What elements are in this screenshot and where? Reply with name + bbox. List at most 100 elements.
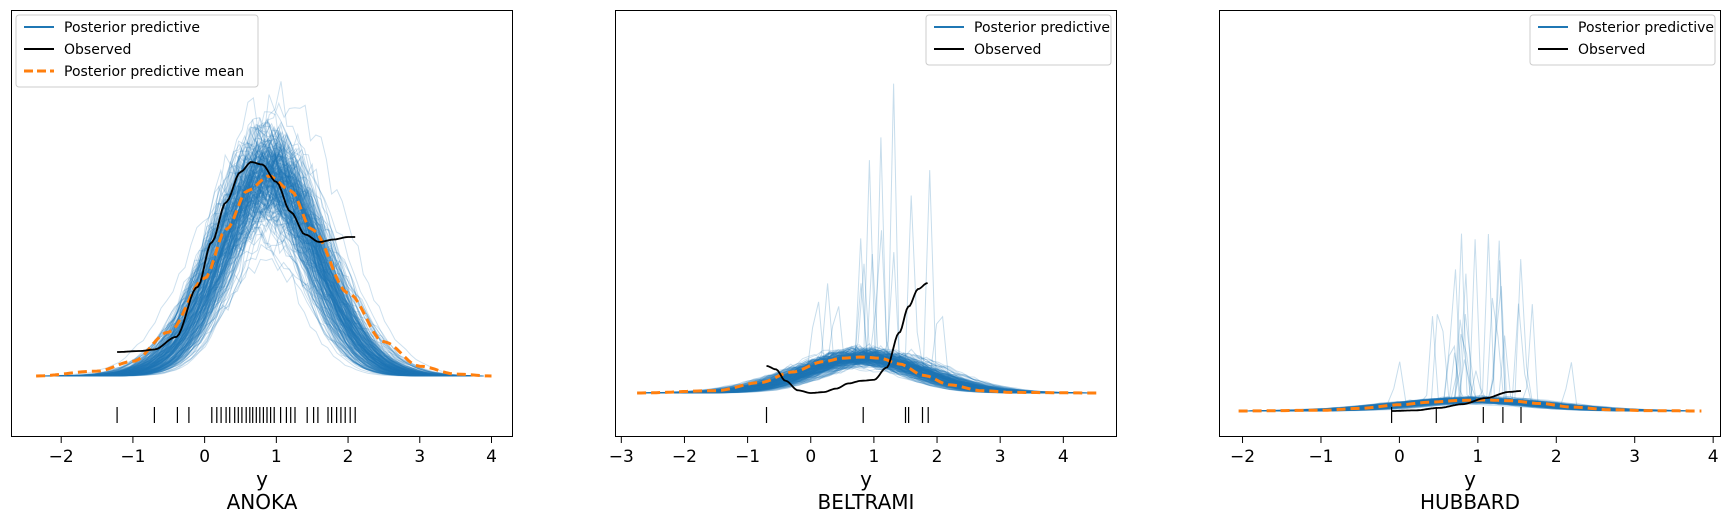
- posterior-predictive-line: [72, 117, 448, 377]
- x-tick-label: 0: [1394, 447, 1405, 467]
- posterior-predictive-line: [50, 145, 448, 377]
- posterior-predictive-line: [75, 185, 468, 377]
- posterior-predictive-line: [67, 171, 443, 377]
- posterior-predictive-line: [61, 153, 447, 377]
- posterior-predictive-line: [38, 182, 455, 377]
- posterior-predictive-line: [51, 195, 458, 377]
- posterior-predictive-line: [650, 354, 1072, 394]
- posterior-predictive-line: [52, 170, 451, 377]
- posterior-predictive-line: [666, 353, 1083, 394]
- posterior-predictive-line: [644, 348, 1092, 394]
- posterior-predictive-line: [649, 348, 1090, 394]
- posterior-predictive-line: [72, 140, 459, 377]
- posterior-predictive-line: [663, 348, 1082, 394]
- posterior-predictive-line: [75, 227, 447, 377]
- posterior-predictive-line: [47, 189, 471, 377]
- x-tick-label: 2: [343, 447, 354, 467]
- posterior-predictive-line: [47, 130, 453, 377]
- posterior-predictive-line: [1253, 395, 1659, 412]
- posterior-predictive-line: [59, 130, 454, 377]
- x-tick-label: −2: [672, 447, 697, 467]
- posterior-predictive-line: [657, 357, 1058, 394]
- posterior-predictive-line: [1265, 401, 1668, 412]
- posterior-predictive-line: [70, 171, 481, 377]
- posterior-predictive-draws: [1246, 233, 1690, 412]
- posterior-predictive-line: [78, 164, 482, 377]
- posterior-predictive-line: [50, 149, 473, 377]
- posterior-predictive-line: [1273, 398, 1647, 411]
- posterior-predictive-line: [44, 153, 460, 377]
- posterior-predictive-line: [77, 183, 474, 377]
- posterior-predictive-line: [637, 349, 1091, 394]
- posterior-predictive-line: [50, 199, 458, 377]
- posterior-predictive-line: [74, 191, 482, 377]
- posterior-predictive-line: [57, 151, 449, 377]
- posterior-predictive-line: [60, 168, 465, 377]
- posterior-predictive-line: [70, 160, 468, 377]
- posterior-predictive-line: [68, 208, 443, 377]
- posterior-predictive-line: [67, 122, 444, 377]
- posterior-predictive-line: [70, 139, 448, 377]
- posterior-predictive-line: [67, 148, 458, 377]
- x-tick-label: 3: [995, 447, 1006, 467]
- posterior-predictive-line: [650, 353, 1088, 394]
- posterior-predictive-line: [45, 145, 479, 377]
- posterior-predictive-line: [62, 178, 455, 377]
- posterior-predictive-line: [38, 175, 485, 377]
- posterior-predictive-line: [646, 351, 1068, 394]
- x-tick-label: 2: [1551, 447, 1562, 467]
- x-tick-label: 3: [1629, 447, 1640, 467]
- posterior-predictive-line: [68, 150, 459, 377]
- x-axis-label: y: [256, 467, 268, 491]
- posterior-predictive-line: [1270, 233, 1653, 412]
- posterior-predictive-line: [646, 351, 1087, 394]
- posterior-predictive-line: [38, 193, 464, 377]
- posterior-predictive-line: [66, 200, 443, 377]
- x-axis-label: y: [1464, 467, 1476, 491]
- posterior-predictive-line: [662, 238, 1060, 394]
- posterior-predictive-line: [651, 349, 1083, 394]
- posterior-predictive-line: [59, 164, 447, 377]
- posterior-predictive-line: [41, 146, 482, 377]
- posterior-predictive-line: [671, 353, 1068, 394]
- posterior-predictive-line: [41, 154, 460, 377]
- panel-title: HUBBARD: [1420, 490, 1520, 514]
- posterior-predictive-mean-line: [36, 174, 492, 378]
- posterior-predictive-draws: [36, 81, 485, 377]
- posterior-predictive-line: [58, 176, 457, 377]
- posterior-predictive-line: [42, 150, 451, 377]
- posterior-predictive-line: [61, 179, 482, 377]
- posterior-predictive-line: [42, 172, 465, 377]
- posterior-predictive-line: [658, 356, 1089, 394]
- posterior-predictive-line: [75, 133, 462, 377]
- posterior-predictive-line: [649, 357, 1065, 394]
- posterior-predictive-line: [75, 125, 444, 377]
- posterior-predictive-line: [1265, 397, 1667, 412]
- posterior-predictive-line: [75, 164, 459, 377]
- posterior-predictive-line: [36, 149, 444, 377]
- posterior-predictive-line: [37, 183, 448, 377]
- posterior-predictive-line: [77, 146, 479, 377]
- posterior-predictive-line: [67, 147, 474, 377]
- posterior-predictive-line: [1287, 401, 1678, 412]
- posterior-predictive-line: [644, 357, 1070, 394]
- posterior-predictive-line: [643, 263, 1061, 394]
- posterior-predictive-line: [61, 128, 446, 377]
- x-tick-label: −2: [49, 447, 74, 467]
- plot-area: [1238, 233, 1702, 413]
- posterior-predictive-line: [57, 184, 471, 377]
- posterior-predictive-line: [78, 173, 477, 377]
- plot-area: [36, 81, 492, 378]
- posterior-predictive-line: [49, 167, 447, 377]
- posterior-predictive-line: [51, 188, 469, 377]
- posterior-predictive-line: [59, 168, 448, 377]
- posterior-predictive-line: [664, 349, 1062, 394]
- posterior-predictive-line: [45, 124, 461, 377]
- posterior-predictive-line: [59, 185, 474, 377]
- posterior-predictive-line: [61, 204, 464, 377]
- posterior-predictive-line: [48, 163, 444, 377]
- posterior-predictive-line: [36, 177, 481, 377]
- posterior-predictive-line: [56, 198, 473, 377]
- posterior-predictive-line: [51, 155, 458, 377]
- posterior-predictive-draws: [637, 83, 1092, 394]
